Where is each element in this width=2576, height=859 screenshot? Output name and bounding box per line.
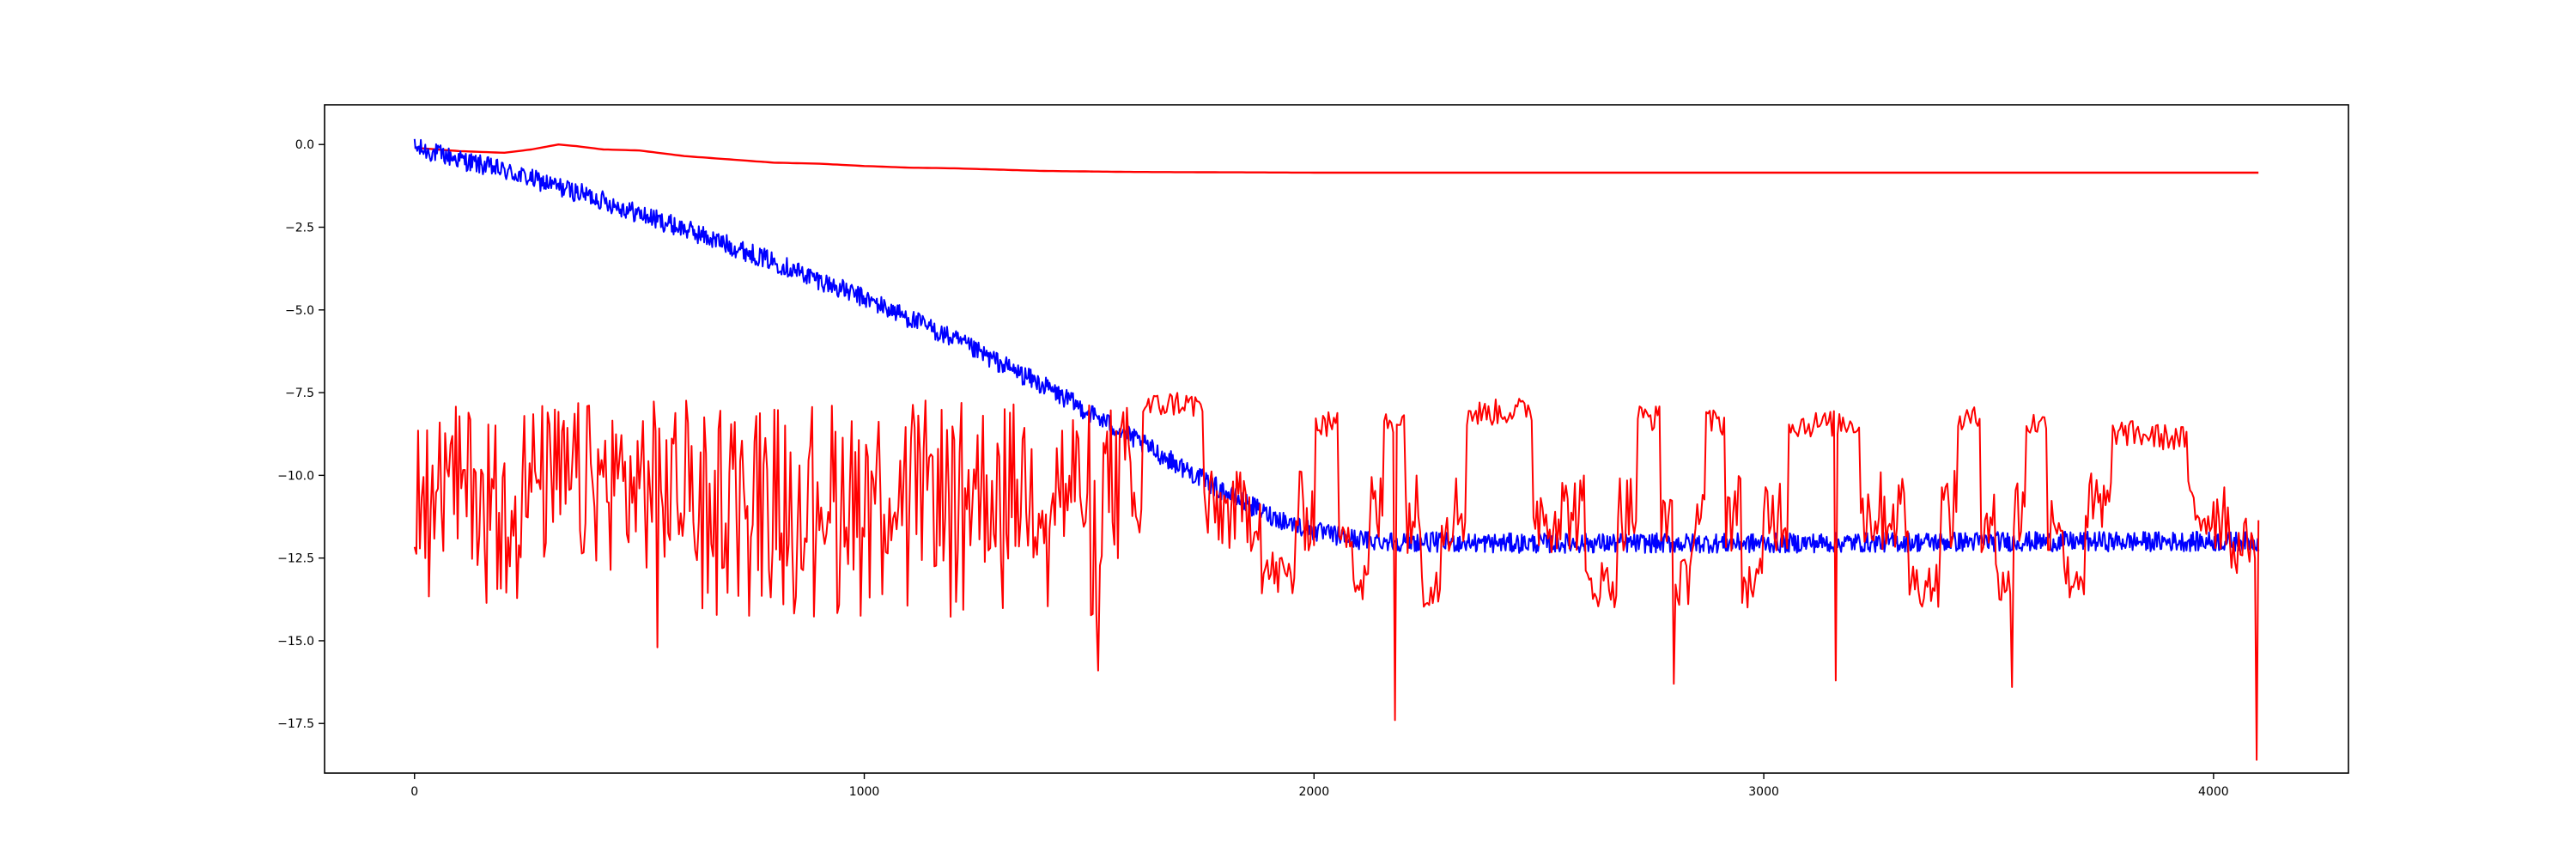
axes-layer bbox=[324, 104, 2349, 774]
series-layer bbox=[413, 138, 2260, 761]
y-tick-label: −12.5 bbox=[277, 552, 314, 566]
y-tick-label: −5.0 bbox=[285, 304, 314, 318]
y-axis-ticks: 0.0 −2.5 −5.0 −7.5 −10.0 −12.5 −15.0 −17.5 bbox=[277, 138, 325, 731]
y-tick-label: −7.5 bbox=[285, 387, 314, 400]
x-axis-ticks: 0 1000 2000 3000 4000 bbox=[410, 773, 2229, 799]
x-tick-label: 2000 bbox=[1298, 785, 1329, 799]
series-line-0 bbox=[414, 143, 2259, 174]
x-tick-label: 0 bbox=[410, 785, 418, 799]
y-tick-label: −15.0 bbox=[277, 635, 314, 649]
series-line-2 bbox=[413, 392, 2260, 761]
y-tick-label: −2.5 bbox=[285, 222, 314, 235]
y-tick-label: 0.0 bbox=[295, 138, 314, 152]
x-tick-label: 4000 bbox=[2198, 785, 2229, 799]
x-tick-label: 3000 bbox=[1748, 785, 1779, 799]
y-tick-label: −10.0 bbox=[277, 469, 314, 483]
y-tick-label: −17.5 bbox=[277, 717, 314, 731]
x-tick-label: 1000 bbox=[849, 785, 880, 799]
plot-frame bbox=[324, 104, 2349, 774]
